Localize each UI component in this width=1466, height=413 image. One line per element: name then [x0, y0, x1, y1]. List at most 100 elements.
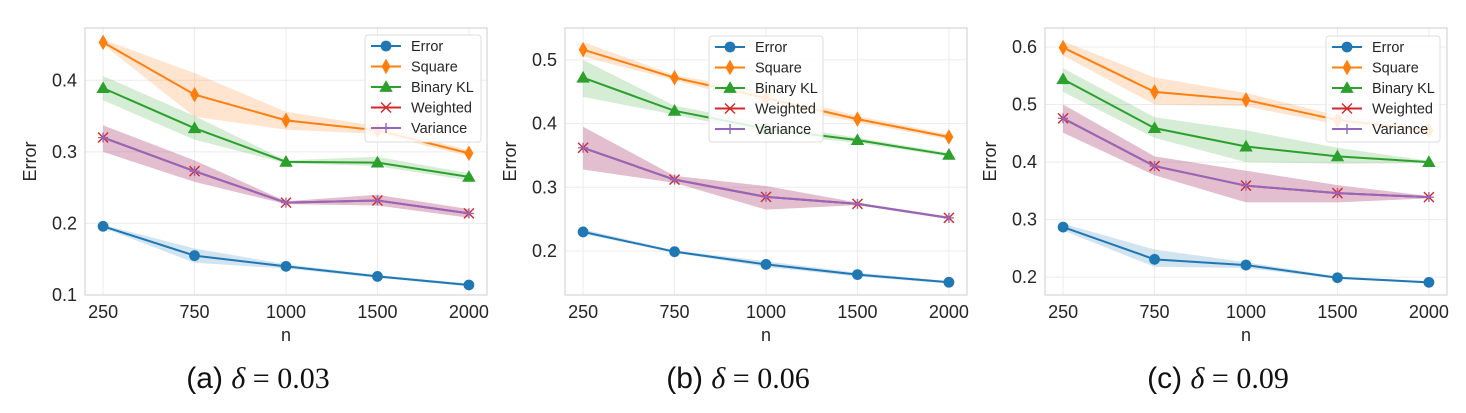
point-binary-kl [576, 70, 590, 83]
plot-frame [1044, 27, 1448, 296]
point-binary-kl [1330, 149, 1345, 162]
legend-item-weighted: Weighted [715, 102, 816, 118]
legend-box [708, 35, 824, 143]
y-axis-label: Error [20, 141, 40, 181]
caption-symbol: δ [1190, 362, 1205, 395]
x-tick-label: 1000 [266, 302, 306, 322]
legend-marker [380, 40, 392, 52]
y-axis-label: Error [500, 141, 520, 181]
point-error [852, 269, 863, 281]
x-axis-label: n [1241, 325, 1251, 345]
point-variance [281, 197, 291, 208]
x-tick-label: 750 [1140, 302, 1170, 322]
point-binary-kl [850, 133, 865, 146]
point-error [577, 226, 589, 238]
band-error [103, 224, 469, 287]
point-square [944, 129, 954, 145]
caption-symbol: δ [231, 362, 246, 395]
x-tick-label: 2000 [929, 302, 969, 322]
panel-b: 0.2 0.3 0.4 0.5 250 750 1000 1500 2000 n Error Erro… [490, 0, 980, 413]
y-tick-label: 0.2 [1012, 267, 1037, 287]
point-error [463, 279, 475, 291]
y-tick-label: 0.4 [532, 114, 557, 134]
band-binary-kl [583, 59, 949, 157]
legend-label: Square [1372, 61, 1419, 77]
plot-frame [84, 27, 488, 296]
point-variance [372, 195, 383, 206]
caption-c: (c) δ = 0.09 [1147, 362, 1289, 396]
legend-box [364, 34, 482, 143]
point-variance [669, 174, 680, 185]
x-tick-label: 250 [568, 302, 598, 322]
caption-a: (a) δ = 0.03 [186, 362, 329, 396]
point-variance [1058, 113, 1069, 124]
y-tick-label: 0.3 [1012, 210, 1037, 230]
point-error [280, 260, 292, 272]
legend: Error Square Binary KL Weighted Variance [364, 34, 482, 143]
y-tick-label: 0.2 [52, 213, 77, 233]
caption-equation: = 0.09 [1211, 362, 1289, 395]
point-binary-kl [942, 148, 956, 160]
point-square [98, 34, 108, 51]
point-binary-kl [370, 155, 385, 168]
point-error [1057, 221, 1069, 233]
x-tick-label: 1500 [357, 302, 397, 322]
point-variance [1241, 180, 1251, 191]
legend-label: Variance [1372, 122, 1428, 138]
x-tick-label: 1500 [837, 302, 877, 322]
legend-label: Variance [411, 121, 467, 137]
legend-label: Binary KL [755, 81, 818, 97]
y-tick-label: 0.6 [1012, 37, 1037, 57]
legend-label: Weighted [1372, 102, 1433, 118]
y-tick-label: 0.5 [1012, 95, 1037, 115]
caption-equation: = 0.06 [732, 362, 810, 395]
y-tick-label: 0.3 [532, 177, 557, 197]
point-error [1332, 272, 1343, 284]
legend-label: Square [411, 60, 458, 76]
caption-prefix: (b) [666, 362, 703, 395]
point-square [852, 111, 862, 127]
legend-label: Variance [755, 122, 811, 138]
point-binary-kl [279, 155, 293, 167]
point-square [1150, 84, 1160, 100]
point-square [670, 69, 680, 86]
point-square [1058, 39, 1068, 56]
legend-marker [1341, 41, 1353, 53]
series-binary-kl [1056, 72, 1436, 167]
x-tick-label: 250 [1048, 302, 1078, 322]
caption-prefix: (a) [186, 362, 223, 395]
y-tick-label: 0.3 [52, 142, 77, 162]
y-tick-label: 0.1 [52, 285, 77, 305]
point-variance [1332, 188, 1343, 199]
band-error [583, 229, 949, 284]
legend-item-square: Square [715, 59, 802, 77]
point-square [464, 145, 474, 162]
legend-marker [1342, 124, 1352, 134]
series-error [1057, 221, 1435, 288]
x-tick-label: 750 [180, 302, 210, 322]
x-axis-label: n [761, 325, 771, 345]
series-square [578, 41, 954, 145]
point-error [1240, 259, 1252, 271]
legend: Error Square Binary KL Weighted Variance [1325, 35, 1441, 143]
panel-c: 0.2 0.3 0.4 0.5 0.6 250 750 1000 1500 2000 n Error E… [970, 0, 1466, 413]
point-error [1149, 253, 1160, 265]
series-variance [1058, 113, 1434, 203]
legend-item-binary-kl: Binary KL [371, 80, 474, 96]
legend-item-error: Error [715, 40, 787, 56]
point-binary-kl [96, 81, 110, 94]
caption-b: (b) δ = 0.06 [666, 362, 809, 396]
plot-frame [564, 27, 968, 296]
legend-item-weighted: Weighted [1332, 102, 1433, 118]
point-square [190, 86, 200, 103]
point-binary-kl [1239, 139, 1253, 152]
x-tick-label: 2000 [1409, 302, 1449, 322]
legend-item-error: Error [371, 39, 443, 55]
legend-marker [381, 123, 391, 133]
legend-marker [723, 81, 737, 93]
x-tick-label: 1000 [746, 302, 786, 322]
point-binary-kl [187, 121, 202, 134]
legend-item-variance: Variance [371, 121, 467, 137]
